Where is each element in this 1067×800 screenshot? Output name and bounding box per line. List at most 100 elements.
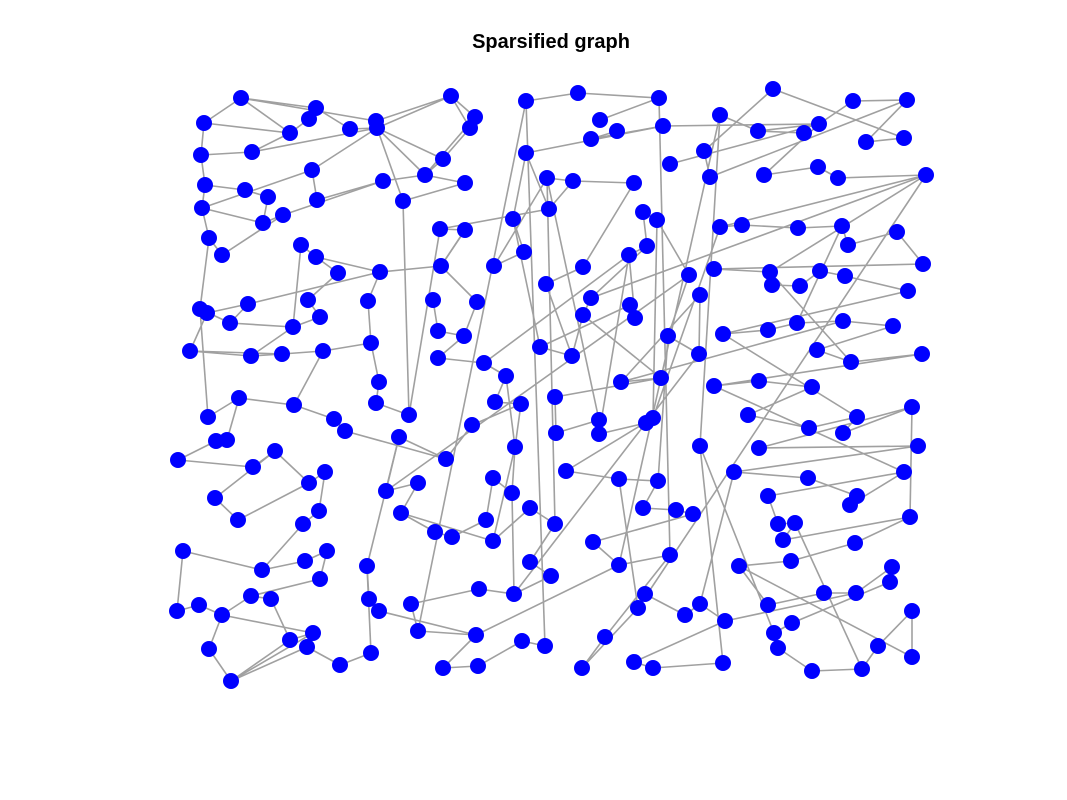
graph-edge <box>229 322 294 328</box>
graph-edge <box>379 265 442 273</box>
graph-node <box>760 488 776 504</box>
graph-edge <box>554 377 662 398</box>
graph-node <box>775 532 791 548</box>
graph-node <box>801 420 817 436</box>
graph-node <box>811 116 827 132</box>
graph-node <box>770 640 786 656</box>
graph-node <box>337 423 353 439</box>
graph-node <box>403 596 419 612</box>
graph-node <box>300 292 316 308</box>
graph-edge <box>633 620 726 663</box>
graph-node <box>504 485 520 501</box>
graph-node <box>432 221 448 237</box>
graph-edge <box>790 542 856 562</box>
graph-edge <box>852 99 908 102</box>
graph-edge <box>758 380 813 388</box>
graph-node <box>635 500 651 516</box>
graph-edge <box>201 207 264 224</box>
graph-node <box>692 287 708 303</box>
graph-node <box>315 343 331 359</box>
graph-node <box>717 613 733 629</box>
graph-edge <box>816 325 894 351</box>
graph-node <box>784 615 800 631</box>
graph-node <box>677 607 693 623</box>
graph-edge <box>400 512 494 542</box>
graph-edge <box>493 177 548 267</box>
graph-node <box>368 395 384 411</box>
graph-node <box>245 459 261 475</box>
graph-node <box>885 318 901 334</box>
graph-edge <box>758 406 913 449</box>
graph-edge <box>657 335 669 482</box>
graph-node <box>359 558 375 574</box>
graph-edge <box>811 668 863 672</box>
graph-node <box>485 533 501 549</box>
graph-node <box>478 512 494 528</box>
graph-node <box>592 112 608 128</box>
graph-node <box>456 328 472 344</box>
graph-edge <box>699 471 735 605</box>
graph-node <box>810 159 826 175</box>
graph-node <box>547 389 563 405</box>
graph-node <box>255 215 271 231</box>
graph-edge <box>505 375 516 448</box>
graph-node <box>792 278 808 294</box>
graph-node <box>317 464 333 480</box>
graph-node <box>843 354 859 370</box>
graph-edge <box>492 507 531 542</box>
graph-node <box>532 339 548 355</box>
graph-edge <box>865 99 908 143</box>
graph-node <box>904 649 920 665</box>
graph-node <box>812 263 828 279</box>
graph-edge <box>539 304 631 348</box>
graph-edge <box>592 513 694 543</box>
graph-node <box>231 390 247 406</box>
graph-edge <box>322 342 372 352</box>
graph-node <box>243 348 259 364</box>
graph-node <box>764 277 780 293</box>
graph-edge <box>733 445 919 473</box>
graph-node <box>796 125 812 141</box>
graph-edge <box>344 430 447 460</box>
graph-node <box>286 397 302 413</box>
graph-edge <box>250 326 294 357</box>
graph-node <box>319 543 335 559</box>
graph-node <box>609 123 625 139</box>
graph-node <box>726 464 742 480</box>
graph-node <box>575 259 591 275</box>
graph-node <box>522 554 538 570</box>
graph-node <box>662 156 678 172</box>
graph-node <box>498 368 514 384</box>
graph-node <box>395 193 411 209</box>
graph-edge <box>658 97 671 556</box>
graph-edge <box>385 436 400 492</box>
graph-node <box>734 217 750 233</box>
graph-edge <box>475 564 620 636</box>
graph-edge <box>525 92 579 102</box>
graph-node <box>369 120 385 136</box>
graph-node <box>363 645 379 661</box>
graph-node <box>244 144 260 160</box>
graph-node <box>574 660 590 676</box>
graph-node <box>363 335 379 351</box>
graph-node <box>751 440 767 456</box>
graph-node <box>476 355 492 371</box>
graph-node <box>297 553 313 569</box>
graph-node <box>468 627 484 643</box>
graph-edge <box>311 127 378 171</box>
graph-node <box>427 524 443 540</box>
graph-edge <box>618 478 639 609</box>
graph-node <box>518 93 534 109</box>
graph-node <box>457 222 473 238</box>
graph-node <box>854 661 870 677</box>
graph-edge <box>199 308 209 418</box>
graph-edge <box>375 95 452 122</box>
graph-node <box>597 629 613 645</box>
graph-edge <box>200 151 253 156</box>
graph-edge <box>662 123 820 127</box>
graph-node <box>884 559 900 575</box>
graph-node <box>457 175 473 191</box>
graph-node <box>214 607 230 623</box>
graph-node <box>391 429 407 445</box>
graph-node <box>425 292 441 308</box>
